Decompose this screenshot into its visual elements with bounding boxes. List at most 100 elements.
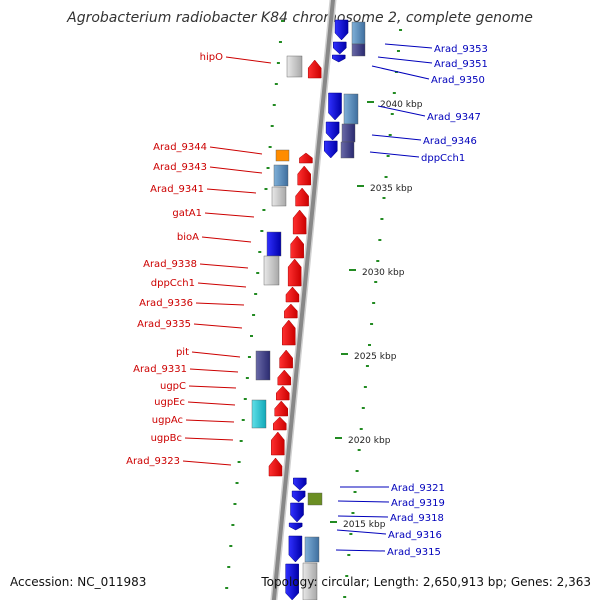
ugpec-domain-box: [251, 399, 267, 429]
ruler-tick-left: [245, 377, 249, 379]
ruler-tick-left: [227, 566, 231, 568]
arad-9331-gene: [277, 369, 292, 386]
scale-label: 2040 kbp: [380, 100, 423, 110]
ruler-tick-right: [353, 491, 357, 493]
ruler-tick-left: [250, 335, 254, 337]
dppcch1-right-gene: [324, 140, 338, 159]
label-arad_9316: Arad_9316: [388, 530, 442, 541]
leader-line-bioa: [201, 236, 252, 243]
label-arad_9319: Arad_9319: [391, 498, 445, 509]
ruler-tick-left: [272, 104, 276, 106]
arad-9346-gene: [325, 121, 340, 141]
gatA1-gene: [292, 209, 307, 235]
leader-line-arad_9346: [371, 134, 422, 141]
leader-line-dppcch1: [197, 282, 247, 288]
ruler-tick-right: [349, 533, 353, 535]
leader-line-arad_9347: [377, 105, 426, 117]
ruler-tick-left: [260, 230, 264, 232]
arad-9319-domain-box: [307, 492, 323, 506]
scale-major-tick: [330, 521, 337, 523]
arad-9353-domain-box: [351, 21, 366, 45]
arad-9346-domain-box: [341, 123, 356, 143]
label-arad_9336: Arad_9336: [139, 298, 193, 309]
label-ugpac: ugpAc: [152, 415, 183, 426]
ruler-tick-left: [266, 167, 270, 169]
scale-label: 2015 kbp: [343, 520, 386, 530]
ugpac-gene: [273, 416, 287, 431]
ruler-tick-right: [396, 50, 400, 52]
label-arad_9344: Arad_9344: [153, 142, 207, 153]
leader-line-ugpbc: [184, 437, 234, 441]
leader-line-dppcch1: [369, 151, 420, 158]
arad-9344-gene: [299, 152, 313, 164]
map-title: Agrobacterium radiobacter K84 chromosome…: [67, 10, 533, 26]
leader-line-arad_9335: [193, 323, 243, 329]
ruler-tick-left: [264, 188, 268, 190]
hipO-domain-box: [286, 55, 303, 78]
arad-9341-domain-box: [271, 186, 287, 207]
scale-label: 2025 kbp: [354, 352, 397, 362]
ruler-tick-left: [225, 587, 229, 589]
leader-line-arad_9353: [384, 43, 433, 49]
pit-gene: [279, 349, 293, 369]
arad-9347-gene: [328, 92, 342, 121]
label-dppcch1: dppCch1: [151, 278, 195, 289]
hipO-gene: [307, 59, 322, 79]
dppcch1-left-gene: [285, 286, 300, 303]
arad-9344-domain-box: [275, 149, 290, 162]
ugpc-gene: [276, 385, 290, 401]
ruler-tick-right: [382, 197, 386, 199]
label-arad_9335: Arad_9335: [137, 319, 191, 330]
label-arad_9341: Arad_9341: [150, 184, 204, 195]
ugpec-gene: [274, 400, 289, 417]
label-arad_9315: Arad_9315: [387, 547, 441, 558]
arad-9323-gene: [268, 457, 283, 477]
ruler-tick-right: [359, 428, 363, 430]
ruler-tick-right: [380, 218, 384, 220]
ruler-tick-right: [365, 365, 369, 367]
ruler-tick-left: [268, 146, 272, 148]
leader-line-arad_9338: [199, 263, 249, 269]
ruler-tick-left: [278, 41, 282, 43]
ruler-tick-left: [233, 503, 237, 505]
ruler-tick-right: [355, 470, 359, 472]
leader-line-arad_9319: [337, 500, 390, 503]
scale-label: 2030 kbp: [362, 268, 405, 278]
label-dppcch1: dppCch1: [421, 153, 465, 164]
leader-line-arad_9323: [182, 460, 232, 466]
arad-9350-gene: [331, 54, 346, 63]
ruler-tick-left: [281, 20, 285, 22]
leader-line-pit: [191, 351, 241, 358]
leader-line-ugpc: [188, 385, 237, 389]
arad-9343-gene: [297, 165, 311, 186]
leader-line-arad_9343: [209, 166, 263, 174]
scale-major-tick: [335, 437, 342, 439]
ruler-tick-left: [229, 545, 233, 547]
arad-9315-gene: [288, 535, 303, 563]
arad-9314-gene: [285, 563, 299, 600]
label-arad_9331: Arad_9331: [133, 364, 187, 375]
arad-9316-gene: [288, 522, 303, 531]
leader-line-ugpac: [185, 419, 235, 423]
ruler-tick-right: [343, 596, 347, 598]
ruler-tick-right: [390, 113, 394, 115]
leader-line-arad_9318: [337, 515, 389, 518]
arad-9335-gene: [281, 319, 296, 346]
ruler-tick-right: [378, 239, 382, 241]
arad-9338-domain-box: [263, 255, 280, 286]
arad-9341-gene: [295, 187, 309, 207]
arad-9351-domain-box: [351, 43, 366, 57]
ruler-tick-right: [361, 407, 365, 409]
scale-ruler: [225, 20, 403, 598]
ruler-tick-right: [392, 92, 396, 94]
ruler-tick-right: [374, 281, 378, 283]
label-ugpc: ugpC: [160, 381, 186, 392]
leader-line-arad_9344: [209, 146, 263, 155]
label-arad_9350: Arad_9350: [431, 75, 485, 86]
label-arad_9323: Arad_9323: [126, 456, 180, 467]
ruler-tick-right: [386, 155, 390, 157]
arad-9353-gene: [334, 19, 349, 41]
ruler-tick-left: [237, 461, 241, 463]
